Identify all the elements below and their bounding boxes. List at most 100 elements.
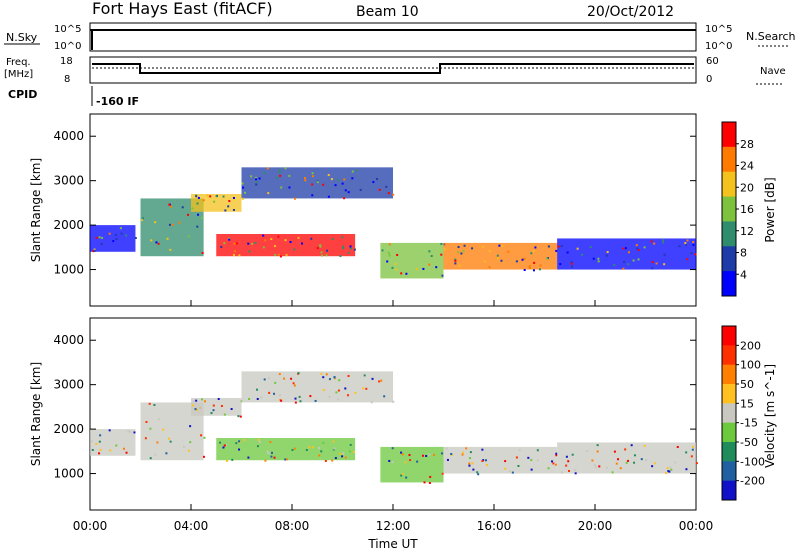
velocity-echo-cell [270,455,273,458]
power-echo-cell [242,186,245,189]
velocity-echo-cell [217,398,220,401]
power-echo-cell [613,264,616,267]
velocity-echo-cell [189,441,192,444]
velocity-echo-cell [472,468,475,471]
velocity-echo-cell [294,397,297,400]
power-echo-cell [388,254,391,257]
velocity-echo-cell [668,470,671,473]
velocity-echo-cell [441,452,444,455]
power-echo-cell [440,242,443,245]
velocity-echo-cell [477,473,480,476]
power-echo-cell [187,235,190,238]
power-echo-cell [297,236,300,239]
power-echo-cell [405,272,408,275]
power-echo-cell [684,243,687,246]
power-echo-cell [334,184,337,187]
velocity-echo-cell [115,444,118,447]
velocity-ylabel: Slant Range [km] [29,362,43,466]
velocity-echo-cell [665,471,668,474]
nsearch-label: N.Search [746,30,796,43]
power-echo-cell [285,254,288,257]
power-echo-cell [277,235,280,238]
velocity-echo-cell [591,459,594,462]
power-echo-cell [120,232,123,235]
power-echo-cell [637,249,640,252]
velocity-echo-cell [401,453,404,456]
velocity-echo-cell [586,450,589,453]
power-echo-cell [255,181,258,184]
velocity-echo-cell [279,394,282,397]
velocity-echo-cell [504,460,507,463]
power-echo-cell [288,174,291,177]
power-echo-cell [228,238,231,241]
power-echo-cell [311,175,314,178]
velocity-echo-cell [365,387,368,390]
velocity-echo-cell [690,455,693,458]
velocity-echo-cell [405,476,408,479]
power-echo-cell [458,264,461,267]
power-echo-cell [539,264,542,267]
velocity-echo-cell [98,452,101,455]
power-echo-cell [304,179,307,182]
velocity-echo-cell [605,466,608,469]
velocity-echo-cell [593,464,596,467]
velocity-echo-cell [685,451,688,454]
velocity-echo-cell [219,441,222,444]
power-echo-cell [232,208,235,211]
velocity-echo-cell [401,472,404,475]
velocity-echo-cell [341,455,344,458]
power-echo-cell [457,251,460,254]
power-echo-cell [443,248,446,251]
power-echo-cell [523,257,526,260]
power-echo-cell [347,251,350,254]
velocity-echo-cell [290,377,293,380]
velocity-echo-cell [619,467,622,470]
velocity-echo-cell [334,377,337,380]
velocity-echo-cell [645,459,648,462]
power-echo-cell [134,236,137,239]
power-colorbar-segment [722,171,736,198]
power-echo-cell [187,213,190,216]
velocity-echo-cell [554,463,557,466]
freq-tick-low: 8 [64,74,70,85]
power-echo-cell [430,255,433,258]
power-colorbar: 28 24 20 16 12 8 4 [721,121,754,297]
power-echo-cell [643,246,646,249]
velocity-echo-cell [685,468,688,471]
nsky-label: N.Sky [6,31,38,44]
velocity-echo-cell [338,379,341,382]
velocity-echo-cell [187,449,190,452]
power-echo-cell [244,191,247,194]
power-echo-cell [422,267,425,270]
power-echo-cell [342,245,345,248]
velocity-echo-cell [432,453,435,456]
velocity-colorbar-segment [722,480,736,501]
power-echo-cell [238,254,241,257]
power-echo-cell [376,178,379,181]
velocity-echo-cell [624,448,627,451]
velocity-echo-cell [308,446,311,449]
velocity-echo-cell [320,372,323,375]
velocity-echo-cell [122,447,125,450]
velocity-echo-cell [99,448,102,451]
power-echo-cell [570,261,573,264]
velocity-echo-band [380,446,444,483]
power-echo-cell [140,219,143,222]
power-echo-cell [488,266,491,269]
velocity-echo-cell [322,389,325,392]
power-echo-cell [100,243,103,246]
power-echo-cell [342,247,345,250]
xtick-label: 04:00 [174,519,209,533]
power-echo-cell [154,221,157,224]
power-echo-cell [661,239,664,242]
velocity-echo-cell [309,395,312,398]
power-echo-cell [440,253,443,256]
power-echo-cell [93,248,96,251]
power-echo-cell [460,252,463,255]
power-colorbar-label: Power [dB] [763,177,777,242]
power-echo-cell [566,251,569,254]
power-echo-cell [515,260,518,263]
power-echo-cell [694,253,697,256]
power-echo-cell [150,239,153,242]
power-echo-cell [570,262,573,265]
